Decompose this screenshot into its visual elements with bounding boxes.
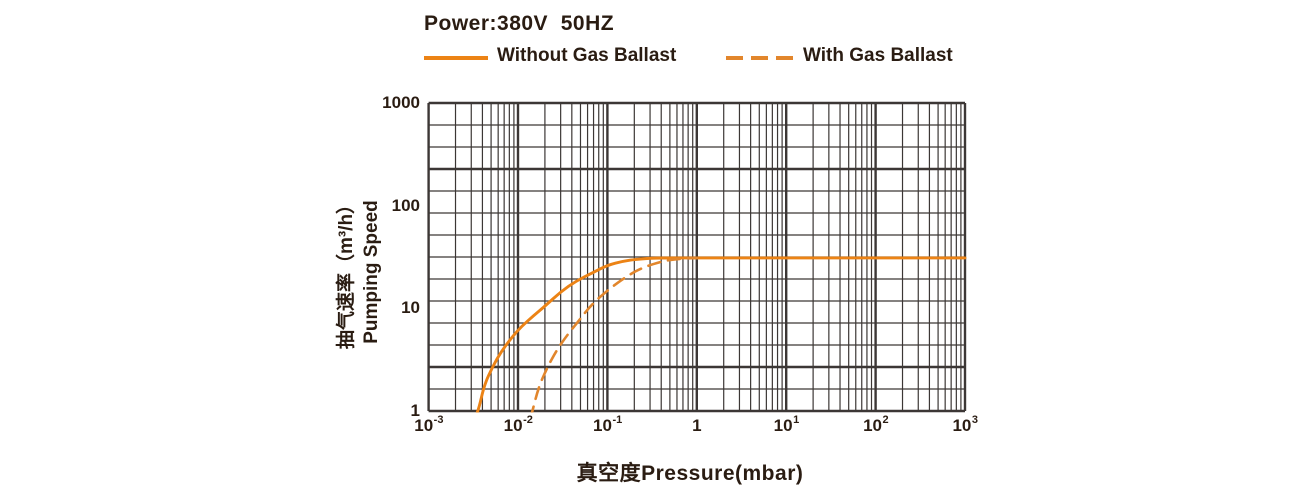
grid-lines — [427, 101, 967, 413]
y-tick-label: 100 — [391, 195, 420, 215]
legend-dashed-line-swatch — [726, 56, 794, 60]
y-tick-label: 1000 — [382, 93, 420, 112]
legend-label-without-gas-ballast: Without Gas Ballast — [497, 45, 677, 66]
legend-solid-line-swatch — [424, 56, 488, 60]
legend-label-with-gas-ballast: With Gas Ballast — [803, 45, 953, 66]
x-tick-label: 10-3 — [414, 414, 444, 435]
curve-with-gas-ballast — [530, 256, 699, 413]
curve-without-gas-ballast — [475, 256, 967, 413]
x-tick-label: 101 — [773, 414, 800, 435]
x-tick-label: 103 — [952, 414, 979, 435]
x-tick-label: 1 — [692, 416, 702, 435]
x-tick-label: 10-1 — [593, 414, 623, 435]
x-axis-title: 真空度Pressure(mbar) — [576, 462, 804, 485]
x-tick-label: 102 — [863, 414, 889, 435]
y-tick-label: 1 — [410, 401, 420, 420]
y-tick-label: 10 — [401, 298, 420, 318]
x-tick-label: 10-2 — [503, 414, 533, 435]
chart-title: Power:380V 50HZ — [424, 12, 615, 35]
